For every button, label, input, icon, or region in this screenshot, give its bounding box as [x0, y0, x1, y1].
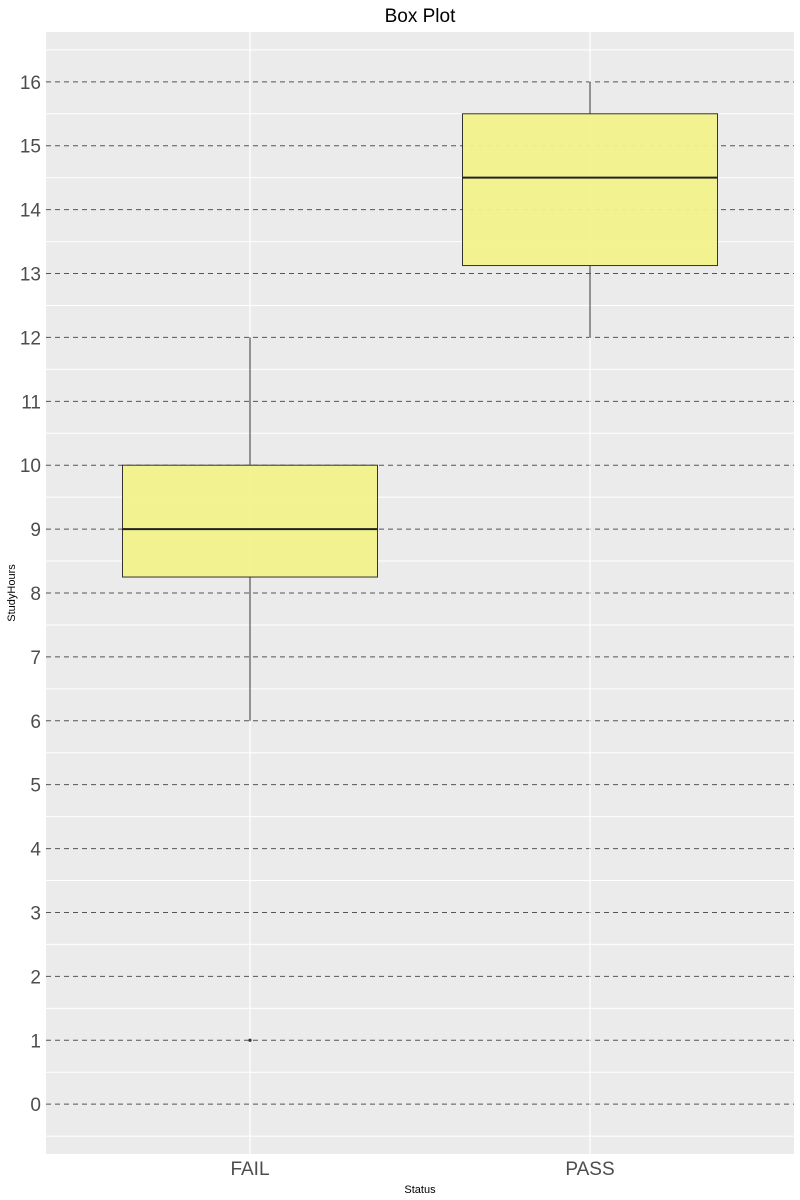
y-tick-label: 11	[21, 392, 41, 413]
y-tick-label: 10	[20, 456, 41, 477]
y-tick-label: 6	[30, 712, 41, 733]
y-tick-label: 1	[30, 1031, 41, 1052]
y-tick-label: 12	[20, 328, 41, 349]
y-tick-label: 8	[30, 584, 41, 605]
y-tick-label: 0	[30, 1095, 41, 1116]
outlier-point	[248, 1038, 252, 1042]
x-tick-label: PASS	[565, 1159, 614, 1180]
y-tick-label: 7	[30, 648, 41, 669]
x-tick-label: FAIL	[230, 1159, 269, 1180]
y-tick-label: 15	[20, 137, 41, 158]
y-tick-label: 14	[20, 201, 42, 222]
box-iqr	[122, 464, 378, 578]
y-tick-label: 9	[30, 520, 41, 541]
x-axis-title: Status	[404, 1184, 436, 1196]
grid-lines	[46, 32, 794, 1154]
chart-title: Box Plot	[385, 6, 456, 27]
y-tick-label: 2	[30, 967, 41, 988]
y-tick-label: 13	[20, 265, 41, 286]
y-tick-label: 4	[30, 840, 41, 861]
boxes	[122, 81, 718, 1042]
y-axis-title: StudyHours	[6, 564, 18, 622]
box-iqr	[462, 113, 718, 267]
y-tick-label: 5	[30, 776, 41, 797]
y-tick-label: 16	[20, 73, 41, 94]
y-tick-label: 3	[30, 903, 41, 924]
